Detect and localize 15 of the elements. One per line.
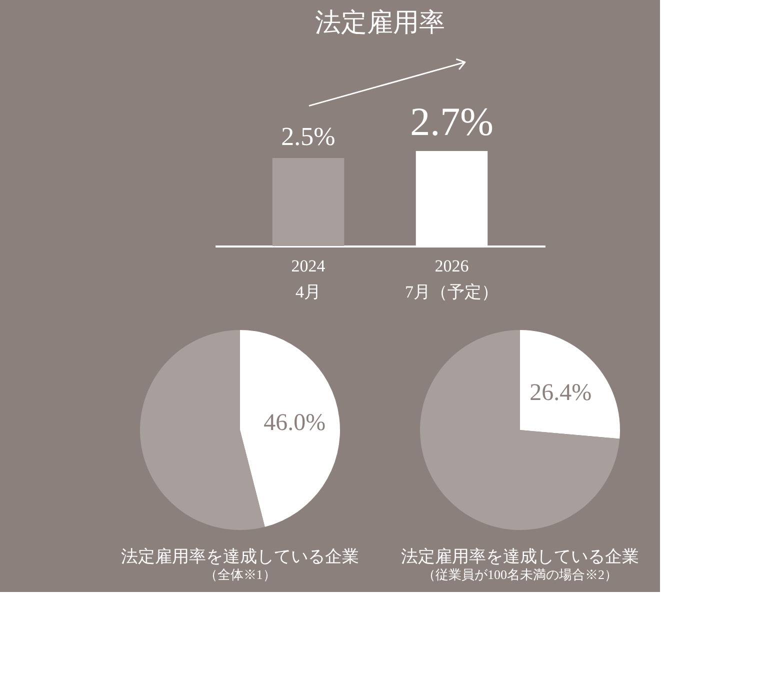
text: （従業員が100名未満の場合※2） bbox=[422, 567, 618, 582]
pie-slice bbox=[140, 330, 265, 530]
pie-slice bbox=[420, 330, 620, 530]
pie-slice bbox=[520, 330, 620, 439]
chart-title: 法定雇用率 bbox=[315, 8, 445, 37]
x-tick-label: 2024 4月 bbox=[291, 256, 326, 302]
data-label: 46.0% bbox=[264, 410, 326, 436]
data-label: 2.5% bbox=[281, 122, 336, 152]
data-label: 2.7% bbox=[410, 99, 494, 144]
text: 法定雇用率を達成している企業 bbox=[401, 547, 639, 566]
data-label: 26.4% bbox=[530, 380, 592, 406]
text: 法定雇用率を達成している企業 bbox=[121, 547, 359, 566]
pie-slice bbox=[240, 330, 340, 527]
text: （全体※1） bbox=[204, 567, 276, 582]
x-tick-label: 2026 7月（予定） bbox=[404, 256, 498, 302]
